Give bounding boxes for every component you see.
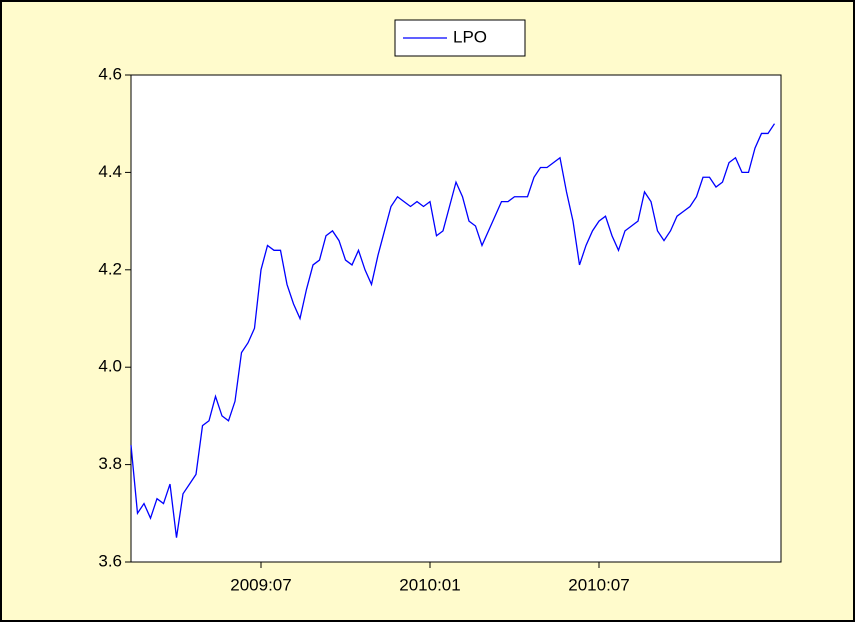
y-tick-label: 4.0 — [98, 357, 122, 376]
x-tick-label: 2009:07 — [230, 575, 291, 594]
legend-label: LPO — [453, 27, 487, 46]
plot-area — [130, 74, 782, 563]
y-tick-label: 3.8 — [98, 454, 122, 473]
x-tick-label: 2010:07 — [568, 575, 629, 594]
y-tick-label: 4.2 — [98, 259, 122, 278]
y-tick-label: 4.4 — [98, 162, 122, 181]
data-line — [130, 123, 776, 538]
x-tick-label: 2010:01 — [399, 575, 460, 594]
y-tick-label: 3.6 — [98, 551, 122, 570]
y-tick-label: 4.6 — [98, 64, 122, 83]
